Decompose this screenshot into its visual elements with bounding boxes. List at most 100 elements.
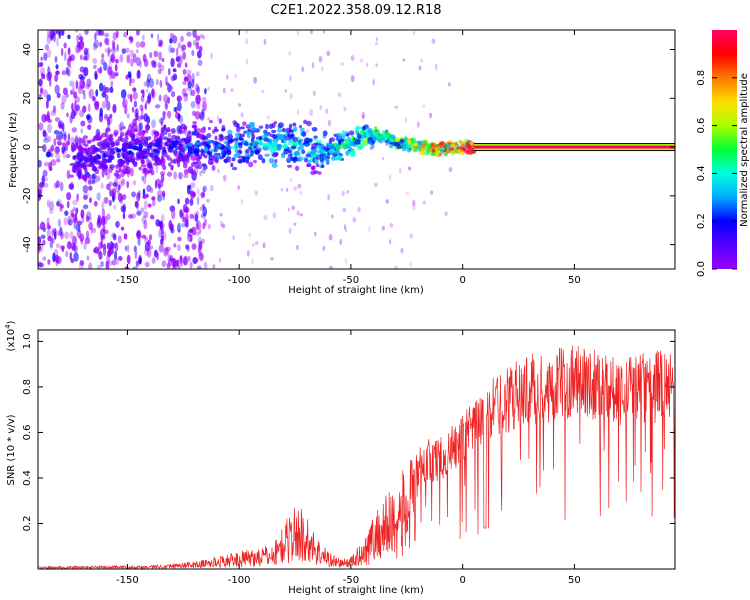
spectrogram-cell <box>271 122 276 129</box>
spectrogram-cell <box>168 162 172 167</box>
spectrogram-cell <box>61 148 65 155</box>
spectrogram-cell <box>237 155 243 159</box>
spectrogram-cell <box>108 181 113 187</box>
spectrogram-cell <box>163 247 169 257</box>
spectrogram-cell <box>310 153 317 159</box>
spectrogram-cell <box>160 213 165 223</box>
spectrogram-cell <box>38 236 42 245</box>
spectrogram-cell <box>187 146 193 151</box>
spectrogram-cell <box>164 102 169 111</box>
spectrogram-cell <box>270 257 274 261</box>
spectrogram-cell <box>251 127 257 132</box>
spectrogram-cell <box>187 148 193 155</box>
spectrogram-cell <box>221 127 226 132</box>
spectrogram-cell <box>53 231 57 240</box>
spectrogram-cell <box>132 53 137 64</box>
spectrogram-cell <box>102 145 107 151</box>
spectrogram-cell <box>410 137 417 144</box>
spectrogram-cell <box>153 50 159 58</box>
spectrogram-cell <box>92 227 97 234</box>
spectrogram-cell <box>313 159 319 165</box>
spectrogram-cell <box>107 64 113 69</box>
spectrogram-cell <box>142 129 149 134</box>
spectrogram-cell <box>97 215 102 226</box>
spectrogram-cell <box>466 144 472 150</box>
spectrogram-cell <box>195 164 199 169</box>
spectrogram-cell <box>93 96 97 102</box>
spectrogram-cell <box>129 140 134 146</box>
spectrogram-cell <box>329 265 333 269</box>
x-tick-label: 50 <box>568 575 581 586</box>
spectrogram-cell <box>183 168 189 175</box>
spectrogram-cell <box>67 34 71 40</box>
spectrogram-cell <box>115 30 119 39</box>
spectrogram-cell <box>196 101 201 110</box>
spectrogram-cell <box>86 155 93 160</box>
spectrogram-cell <box>83 30 89 35</box>
spectrogram-cell <box>202 206 208 217</box>
spectrogram-cell <box>143 113 149 122</box>
spectrogram-cell <box>104 164 108 169</box>
spectrogram-cell <box>254 190 258 196</box>
spectrogram-cell <box>83 159 88 164</box>
spectrogram-cell <box>144 123 151 131</box>
spectrogram-cell <box>199 226 202 233</box>
spectrogram-cell <box>140 159 146 165</box>
spectrogram-cell <box>309 142 313 146</box>
spectrogram-cell <box>109 241 114 250</box>
spectrogram-cell <box>216 143 222 148</box>
spectrogram-cell <box>163 231 167 241</box>
spectrogram-cell <box>116 148 122 153</box>
spectrogram-cell <box>118 123 123 132</box>
spectrogram-cell <box>69 252 73 261</box>
spectrogram-cell <box>247 128 253 133</box>
spectrogram-cell <box>119 54 124 63</box>
spectrogram-cell <box>110 53 116 63</box>
spectrogram-cell <box>128 214 133 219</box>
spectrogram-cell <box>79 78 85 89</box>
spectrogram-cell <box>86 114 91 120</box>
spectrogram-cell <box>430 152 437 156</box>
spectrogram-cell <box>38 159 42 168</box>
spectrogram-cell <box>109 188 112 197</box>
spectrogram-cell <box>122 126 126 130</box>
spectrogram-cell <box>177 113 181 122</box>
spectrogram-cell <box>114 72 119 77</box>
spectrogram-cell <box>140 207 145 213</box>
spectrogram-cell <box>202 101 207 112</box>
spectrogram-cell <box>56 256 62 265</box>
spectrogram-cell <box>296 244 299 250</box>
spectrogram-cell <box>167 253 171 264</box>
spectrogram-cell <box>138 121 144 132</box>
spectrogram-cell <box>183 125 188 131</box>
spectrogram-cell <box>221 223 226 229</box>
spectrogram-cell <box>331 214 334 219</box>
spectrogram-cell <box>158 39 163 46</box>
spectrogram-cell <box>195 223 200 231</box>
spectrogram-cell <box>112 233 117 241</box>
spectrogram-cell <box>281 128 286 133</box>
spectrogram-cell <box>223 158 229 163</box>
spectrogram-cell <box>63 217 68 226</box>
spectrogram-x-ticks: -150 -100 -50 0 50 <box>116 30 581 286</box>
spectrogram-cell <box>129 167 134 177</box>
spectrogram-cell <box>203 154 208 159</box>
spectrogram-cell <box>286 164 293 168</box>
spectrogram-cell <box>101 156 106 161</box>
spectrogram-cell <box>154 104 161 109</box>
spectrogram-cell <box>355 126 362 130</box>
spectrogram-cell <box>310 166 315 170</box>
spectrogram-cell <box>52 252 56 263</box>
spectrogram-cell <box>189 198 194 207</box>
spectrogram-cell <box>357 206 361 212</box>
spectrogram-cell <box>142 89 145 98</box>
spectrogram-cell <box>172 263 177 269</box>
spectrogram-cell <box>83 47 89 56</box>
spectrogram-cell <box>187 81 192 89</box>
spectrogram-cell <box>131 145 138 150</box>
spectrogram-cell <box>139 104 144 112</box>
spectrogram-cell <box>170 228 175 234</box>
spectrogram-cell <box>104 48 109 53</box>
spectrogram-cell <box>93 147 98 152</box>
spectrogram-cell <box>98 251 103 260</box>
